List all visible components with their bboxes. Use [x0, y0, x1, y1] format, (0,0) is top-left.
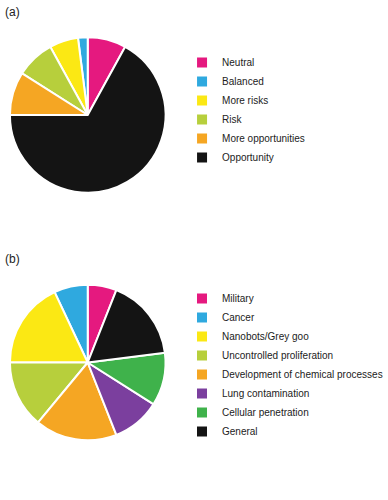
svg-text:Opportunity: Opportunity — [222, 152, 274, 163]
svg-text:Lung contamination: Lung contamination — [222, 388, 309, 399]
svg-text:Military: Military — [222, 293, 254, 304]
svg-text:(b): (b) — [5, 252, 20, 266]
svg-text:More opportunities: More opportunities — [222, 133, 305, 144]
svg-text:Neutral: Neutral — [222, 57, 254, 68]
svg-text:Risk: Risk — [222, 114, 242, 125]
svg-text:(a): (a) — [5, 5, 20, 19]
svg-text:Development of chemical proces: Development of chemical processes — [222, 369, 383, 380]
svg-text:Cancer: Cancer — [222, 312, 255, 323]
svg-text:Nanobots/Grey goo: Nanobots/Grey goo — [222, 331, 309, 342]
svg-text:Uncontrolled proliferation: Uncontrolled proliferation — [222, 350, 333, 361]
svg-text:Balanced: Balanced — [222, 76, 264, 87]
svg-text:More risks: More risks — [222, 95, 268, 106]
svg-text:Cellular penetration: Cellular penetration — [222, 407, 309, 418]
svg-text:General: General — [222, 426, 258, 437]
